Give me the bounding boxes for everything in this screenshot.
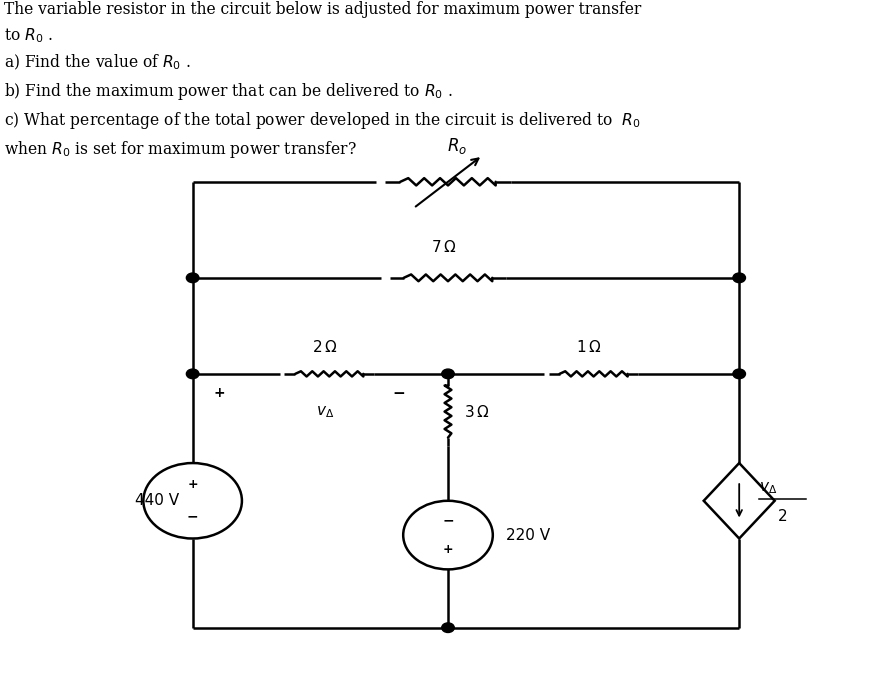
Circle shape (442, 623, 454, 632)
Text: The variable resistor in the circuit below is adjusted for maximum power transfe: The variable resistor in the circuit bel… (4, 1, 642, 160)
Text: +: + (214, 386, 225, 400)
Text: −: − (443, 514, 453, 528)
Text: 220 V: 220 V (506, 528, 550, 543)
Text: $2\,\Omega$: $2\,\Omega$ (312, 339, 338, 355)
Text: 2: 2 (778, 509, 787, 524)
Text: $R_o$: $R_o$ (447, 136, 467, 156)
Text: −: − (187, 510, 198, 523)
Text: 440 V: 440 V (135, 493, 179, 508)
Text: −: − (392, 386, 405, 401)
Text: $7\,\Omega$: $7\,\Omega$ (431, 239, 456, 255)
Text: $v_\Delta$: $v_\Delta$ (759, 481, 777, 496)
Text: +: + (443, 543, 453, 556)
Circle shape (442, 369, 454, 379)
Circle shape (186, 273, 199, 283)
Text: $3\,\Omega$: $3\,\Omega$ (464, 403, 489, 420)
Text: $v_\Delta$: $v_\Delta$ (315, 405, 334, 421)
Circle shape (733, 369, 745, 379)
Circle shape (186, 369, 199, 379)
Text: +: + (187, 478, 198, 491)
Circle shape (733, 273, 745, 283)
Text: $1\,\Omega$: $1\,\Omega$ (576, 339, 602, 355)
